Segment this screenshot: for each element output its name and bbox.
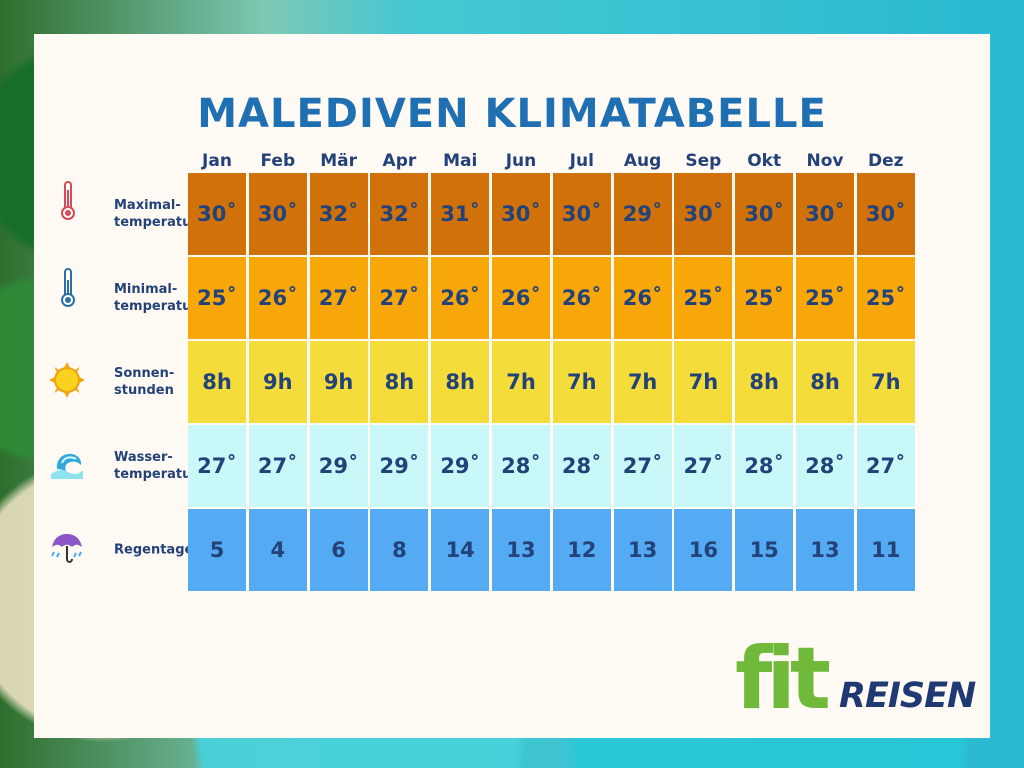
table-cell: 25˚	[796, 257, 854, 339]
table-cell: 14	[431, 509, 490, 591]
table-cell: 8h	[796, 341, 854, 423]
row-label: Minimal- temperatur	[58, 257, 198, 339]
table-cell: 30˚	[492, 173, 550, 255]
table-cell: 27˚	[856, 425, 915, 507]
row-label: Sonnen- stunden	[49, 341, 178, 423]
table-cell: 30˚	[856, 173, 915, 255]
table-cell: 26˚	[248, 257, 307, 339]
table-cell: 29˚	[309, 425, 368, 507]
table-cell: 30˚	[674, 173, 733, 255]
table-cell: 26˚	[613, 257, 672, 339]
table-cell: 8h	[431, 341, 490, 423]
table-cell: 9h	[248, 341, 307, 423]
row-label: Maximal- temperatur	[58, 173, 198, 255]
table-cell: 27˚	[248, 425, 307, 507]
table-cell: 27˚	[370, 257, 429, 339]
table-cell: 32˚	[309, 173, 368, 255]
row-label: Wasser- temperatur	[51, 425, 198, 507]
table-cell: 30˚	[552, 173, 611, 255]
table-cell: 25˚	[856, 257, 915, 339]
logo-reisen-text: REISEN	[839, 676, 976, 716]
row-label-text: Maximal- temperatur	[114, 198, 198, 230]
table-cell: 8h	[370, 341, 429, 423]
table-cell: 7h	[856, 341, 915, 423]
table-cell: 28˚	[552, 425, 611, 507]
row-label-text: Minimal- temperatur	[114, 282, 198, 314]
table-cell: 27˚	[613, 425, 672, 507]
month-header: Mai	[443, 151, 478, 171]
table-cell: 25˚	[674, 257, 733, 339]
thermometer-cold-icon	[58, 267, 96, 309]
table-cell: 28˚	[492, 425, 550, 507]
table-cell: 8	[370, 509, 429, 591]
row-label: Regentage	[51, 509, 193, 591]
table-cell: 13	[796, 509, 854, 591]
table-cell: 6	[309, 509, 368, 591]
table-cell: 30˚	[735, 173, 794, 255]
table-cell: 12	[552, 509, 611, 591]
table-cell: 7h	[492, 341, 550, 423]
wave-icon	[48, 445, 86, 487]
table-cell: 27˚	[309, 257, 368, 339]
month-header: Aug	[623, 151, 662, 171]
table-cell: 26˚	[492, 257, 550, 339]
table-cell: 32˚	[370, 173, 429, 255]
table-cell: 31˚	[431, 173, 490, 255]
table-cell: 4	[248, 509, 307, 591]
table-cell: 16	[674, 509, 733, 591]
table-cell: 27˚	[188, 425, 246, 507]
month-header: Okt	[747, 151, 782, 171]
table-cell: 9h	[309, 341, 368, 423]
table-cell: 26˚	[552, 257, 611, 339]
table-cell: 29˚	[613, 173, 672, 255]
table-cell: 15	[735, 509, 794, 591]
row-label-text: Wasser- temperatur	[114, 450, 198, 482]
table-cell: 8h	[735, 341, 794, 423]
table-cell: 29˚	[370, 425, 429, 507]
table-cell: 11	[856, 509, 915, 591]
table-cell: 27˚	[674, 425, 733, 507]
month-header: Feb	[260, 151, 296, 171]
table-cell: 7h	[674, 341, 733, 423]
month-header: Jan	[202, 151, 232, 171]
month-header: Jun	[505, 151, 537, 171]
month-header: Jul	[569, 151, 594, 171]
table-cell: 7h	[552, 341, 611, 423]
table-cell: 13	[613, 509, 672, 591]
umbrella-rain-icon	[48, 529, 86, 571]
month-header: Dez	[868, 151, 904, 171]
thermometer-hot-icon	[58, 180, 96, 222]
table-cell: 30˚	[796, 173, 854, 255]
row-label-text: Regentage	[114, 542, 194, 558]
table-cell: 13	[492, 509, 550, 591]
table-cell: 8h	[188, 341, 246, 423]
table-cell: 28˚	[796, 425, 854, 507]
table-cell: 25˚	[735, 257, 794, 339]
table-cell: 28˚	[735, 425, 794, 507]
table-cell: 30˚	[188, 173, 246, 255]
month-header: Apr	[382, 151, 417, 171]
month-header: Sep	[685, 151, 722, 171]
row-label-text: Sonnen- stunden	[114, 366, 175, 398]
table-cell: 30˚	[248, 173, 307, 255]
sun-icon	[48, 361, 86, 403]
fit-reisen-logo: fit REISEN	[735, 629, 980, 729]
table-cell: 26˚	[431, 257, 490, 339]
table-cell: 25˚	[188, 257, 246, 339]
table-cell: 7h	[613, 341, 672, 423]
page-title: MALEDIVEN KLIMATABELLE	[197, 91, 827, 137]
table-cell: 5	[188, 509, 246, 591]
table-cell: 29˚	[431, 425, 490, 507]
logo-fit-text: fit	[735, 629, 831, 729]
month-header: Mär	[320, 151, 357, 171]
month-header: Nov	[806, 151, 844, 171]
